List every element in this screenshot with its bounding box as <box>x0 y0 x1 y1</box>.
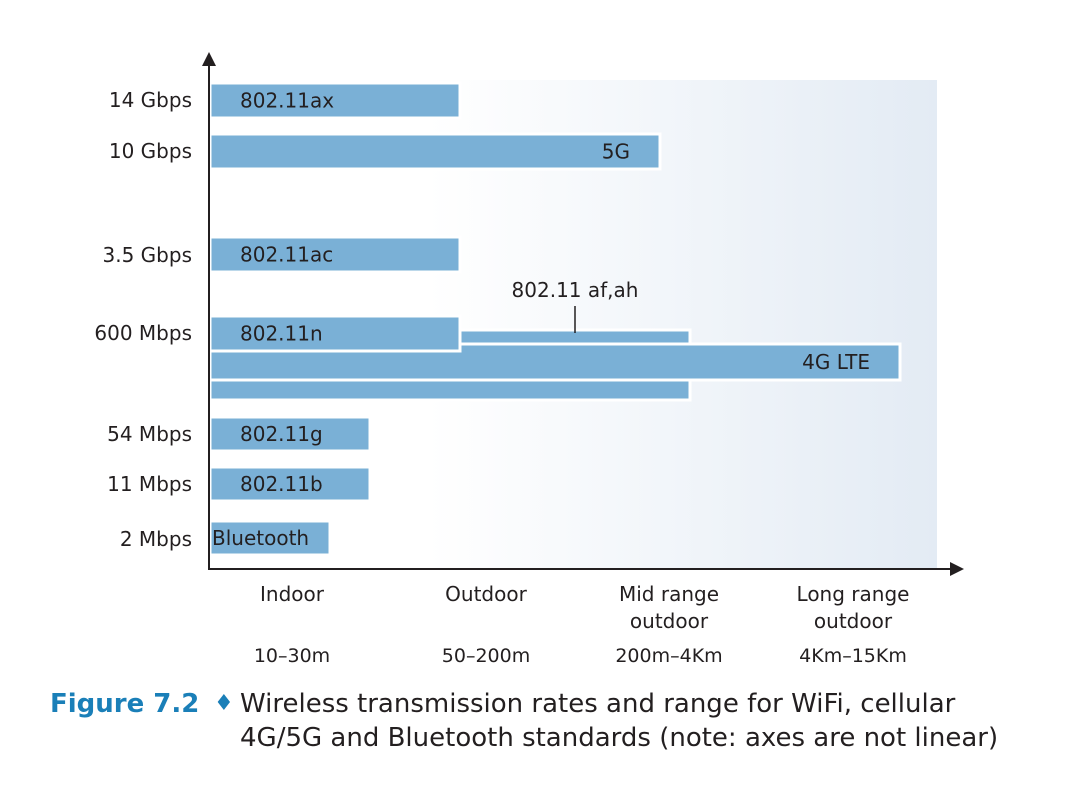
x-category-label: Indoor <box>260 582 325 606</box>
y-tick-label: 3.5 Gbps <box>103 243 192 267</box>
bar-label: 802.11b <box>240 472 323 496</box>
x-category-label: Long range <box>797 582 910 606</box>
caption-separator: ♦ <box>214 691 234 716</box>
bar-label: 802.11n <box>240 322 323 346</box>
bar-label: 5G <box>602 140 630 164</box>
x-range-label: 4Km–15Km <box>799 645 907 667</box>
caption: Figure 7.2 ♦ Wireless transmission rates… <box>50 689 998 753</box>
x-category-label: Mid range <box>619 582 719 606</box>
x-category-label: Outdoor <box>445 582 527 606</box>
bar-802-11ac <box>208 235 462 274</box>
x-category-label: outdoor <box>814 609 893 633</box>
bar-802-11b <box>208 465 372 503</box>
bar-802-11n <box>208 314 462 353</box>
y-tick-label: 11 Mbps <box>107 472 192 496</box>
x-range-label: 200m–4Km <box>615 645 722 667</box>
bar-label: 802.11g <box>240 422 323 446</box>
bar-label: 802.11ax <box>240 89 334 113</box>
bar-label: 4G LTE <box>802 350 870 374</box>
bar-802-11g <box>208 415 372 453</box>
x-category-label: outdoor <box>630 609 709 633</box>
annotation-80211afah: 802.11 af,ah <box>512 278 639 302</box>
y-tick-label: 2 Mbps <box>120 527 192 551</box>
y-tick-label: 54 Mbps <box>107 422 192 446</box>
bar-4g-lte <box>208 342 902 382</box>
bars-layer: 4G LTE 802.11n 802.11ax 5G 802.11ac 802.11g 80… <box>208 81 902 557</box>
bar-5g <box>208 132 662 171</box>
caption-line-1: Wireless transmission rates and range fo… <box>240 689 956 719</box>
x-axis-arrow <box>950 562 964 576</box>
y-tick-label: 600 Mbps <box>94 321 192 345</box>
bar-label: 802.11ac <box>240 243 333 267</box>
y-tick-labels: 14 Gbps 10 Gbps 3.5 Gbps 600 Mbps 54 Mbp… <box>94 88 192 551</box>
bar-label: Bluetooth <box>212 526 309 550</box>
x-range-label: 10–30m <box>254 645 330 667</box>
x-range-label: 50–200m <box>442 645 530 667</box>
y-axis-arrow <box>202 52 216 66</box>
y-tick-label: 10 Gbps <box>109 139 192 163</box>
caption-line-2: 4G/5G and Bluetooth standards (note: axe… <box>240 723 998 753</box>
x-category-labels: Indoor 10–30m Outdoor 50–200m Mid range outdo… <box>254 582 910 667</box>
caption-label: Figure 7.2 <box>50 689 199 719</box>
y-tick-label: 14 Gbps <box>109 88 192 112</box>
